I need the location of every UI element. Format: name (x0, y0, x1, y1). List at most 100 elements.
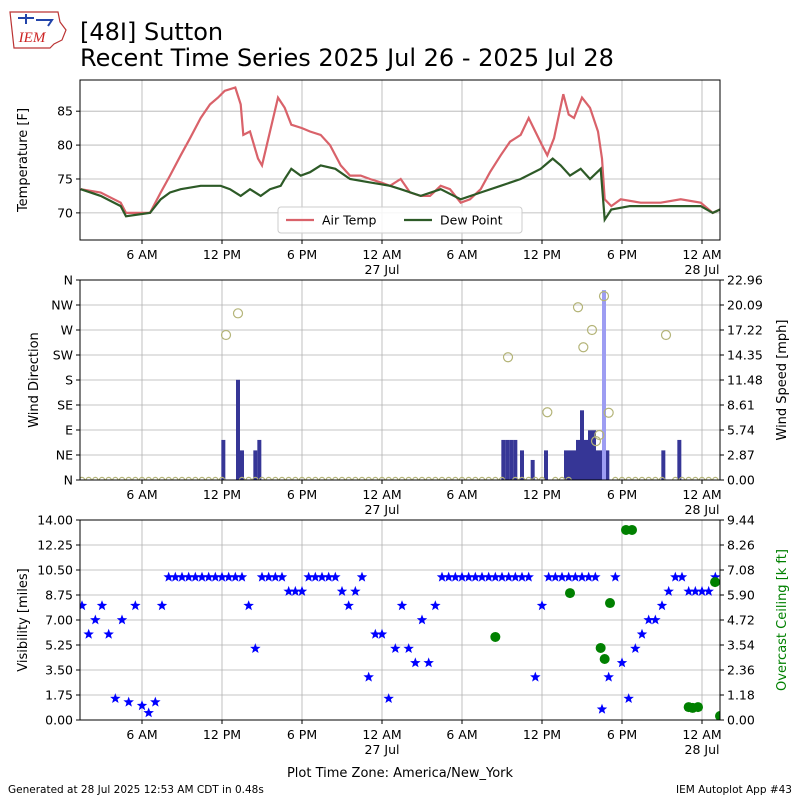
x-tick-label: 12 PM (203, 487, 241, 502)
bar (257, 439, 262, 480)
star-marker (443, 571, 454, 582)
bar (221, 439, 226, 480)
y-axis-label: Wind Direction (27, 332, 42, 428)
star-marker (263, 571, 274, 582)
circle-marker (542, 407, 553, 418)
star-marker (276, 571, 288, 582)
x-tick-label: 12 AM 28 Jul (682, 247, 721, 277)
circle-marker (220, 329, 232, 341)
star-marker (470, 571, 481, 582)
x-tick-label: 6 AM (126, 727, 157, 742)
star-marker (130, 600, 141, 611)
y-tick-label: 7.00 (45, 613, 73, 628)
star-marker (196, 571, 208, 582)
star-marker (603, 671, 614, 682)
star-marker (330, 571, 341, 582)
bar (501, 439, 506, 480)
bar (530, 459, 535, 480)
x-tick-label: 12 AM 27 Jul (362, 247, 401, 277)
star-marker (590, 571, 601, 582)
bar (592, 430, 596, 480)
circle-marker (502, 352, 514, 363)
star-marker (696, 585, 708, 596)
star-marker (256, 571, 268, 582)
star-marker (110, 693, 121, 703)
star-marker (550, 571, 561, 582)
y2-tick-label: 0.00 (727, 713, 755, 728)
bar (596, 450, 600, 480)
circle-marker (572, 302, 584, 313)
star-marker (80, 600, 88, 611)
y2-tick-label: 17.22 (727, 323, 763, 338)
star-marker (163, 571, 174, 582)
star-marker (123, 696, 134, 707)
x-tick-label: 12 PM (523, 247, 561, 262)
star-marker (596, 703, 608, 714)
axes-frame (79, 279, 721, 481)
star-marker (376, 628, 388, 639)
star-marker (450, 571, 461, 582)
y2-tick-label: 11.48 (727, 373, 763, 388)
star-marker (483, 571, 494, 582)
star-marker (356, 571, 368, 582)
star-marker (703, 585, 714, 596)
bar (236, 379, 240, 480)
panel: 6 AM 12 PM 6 PM 12 AM 27 Jul 6 AM 12 PM 6 PM 12 … (16, 513, 790, 782)
dot-marker (565, 588, 575, 599)
star-marker (630, 643, 641, 653)
x-tick-label: 6 PM (607, 247, 637, 262)
star-marker (663, 585, 674, 596)
y2-tick-label: 2.87 (727, 448, 755, 463)
y-axis-label: Visibility [miles] (16, 568, 31, 671)
x-tick-label: 6 PM (607, 727, 637, 742)
star-marker (383, 693, 394, 703)
star-marker (616, 657, 628, 668)
star-marker (476, 571, 488, 582)
y-tick-label: N (64, 473, 73, 488)
y2-tick-label: 0.00 (727, 473, 755, 488)
star-marker (156, 600, 168, 611)
star-marker (223, 571, 234, 582)
y-tick-label: NE (56, 448, 73, 463)
bar (576, 439, 580, 480)
y2-tick-label: 14.35 (727, 348, 763, 363)
star-marker (136, 700, 148, 711)
star-marker (496, 571, 508, 582)
star-marker (283, 585, 294, 596)
star-marker (203, 571, 214, 582)
plot-area (80, 524, 720, 720)
star-marker (83, 628, 94, 639)
y2-axis-label: Wind Speed [mph] (775, 320, 790, 441)
x-tick-label: 6 AM (446, 247, 477, 262)
panel: 6 AM 12 PM 6 PM 12 AM 27 Jul 6 AM 12 PM 6 PM 12 … (16, 79, 722, 277)
bar (520, 450, 524, 480)
star-marker (690, 585, 701, 596)
y-tick-label: 85 (57, 104, 73, 119)
bar (240, 450, 244, 480)
legend-label: Dew Point (440, 213, 503, 228)
dot-marker (599, 653, 610, 664)
star-marker (96, 600, 108, 611)
star-marker (290, 585, 301, 596)
bar (505, 439, 510, 480)
legend-label: Air Temp (322, 213, 377, 228)
x-tick-label: 6 AM (446, 487, 477, 502)
star-marker (270, 571, 281, 582)
star-marker (396, 600, 408, 611)
circle-marker (660, 329, 672, 341)
star-marker (170, 571, 181, 582)
y-tick-label: 0.00 (45, 713, 73, 728)
x-tick-label: 12 PM (523, 727, 561, 742)
star-marker (530, 671, 541, 682)
star-marker (303, 571, 314, 582)
dot-marker (710, 577, 720, 588)
star-marker (103, 628, 114, 639)
star-marker (570, 571, 581, 582)
star-marker (543, 571, 554, 582)
circle-marker (586, 324, 598, 336)
star-marker (310, 571, 321, 582)
circle-marker (603, 407, 614, 418)
dot-marker (490, 631, 501, 642)
legend-box (277, 206, 523, 234)
star-marker (403, 643, 414, 653)
